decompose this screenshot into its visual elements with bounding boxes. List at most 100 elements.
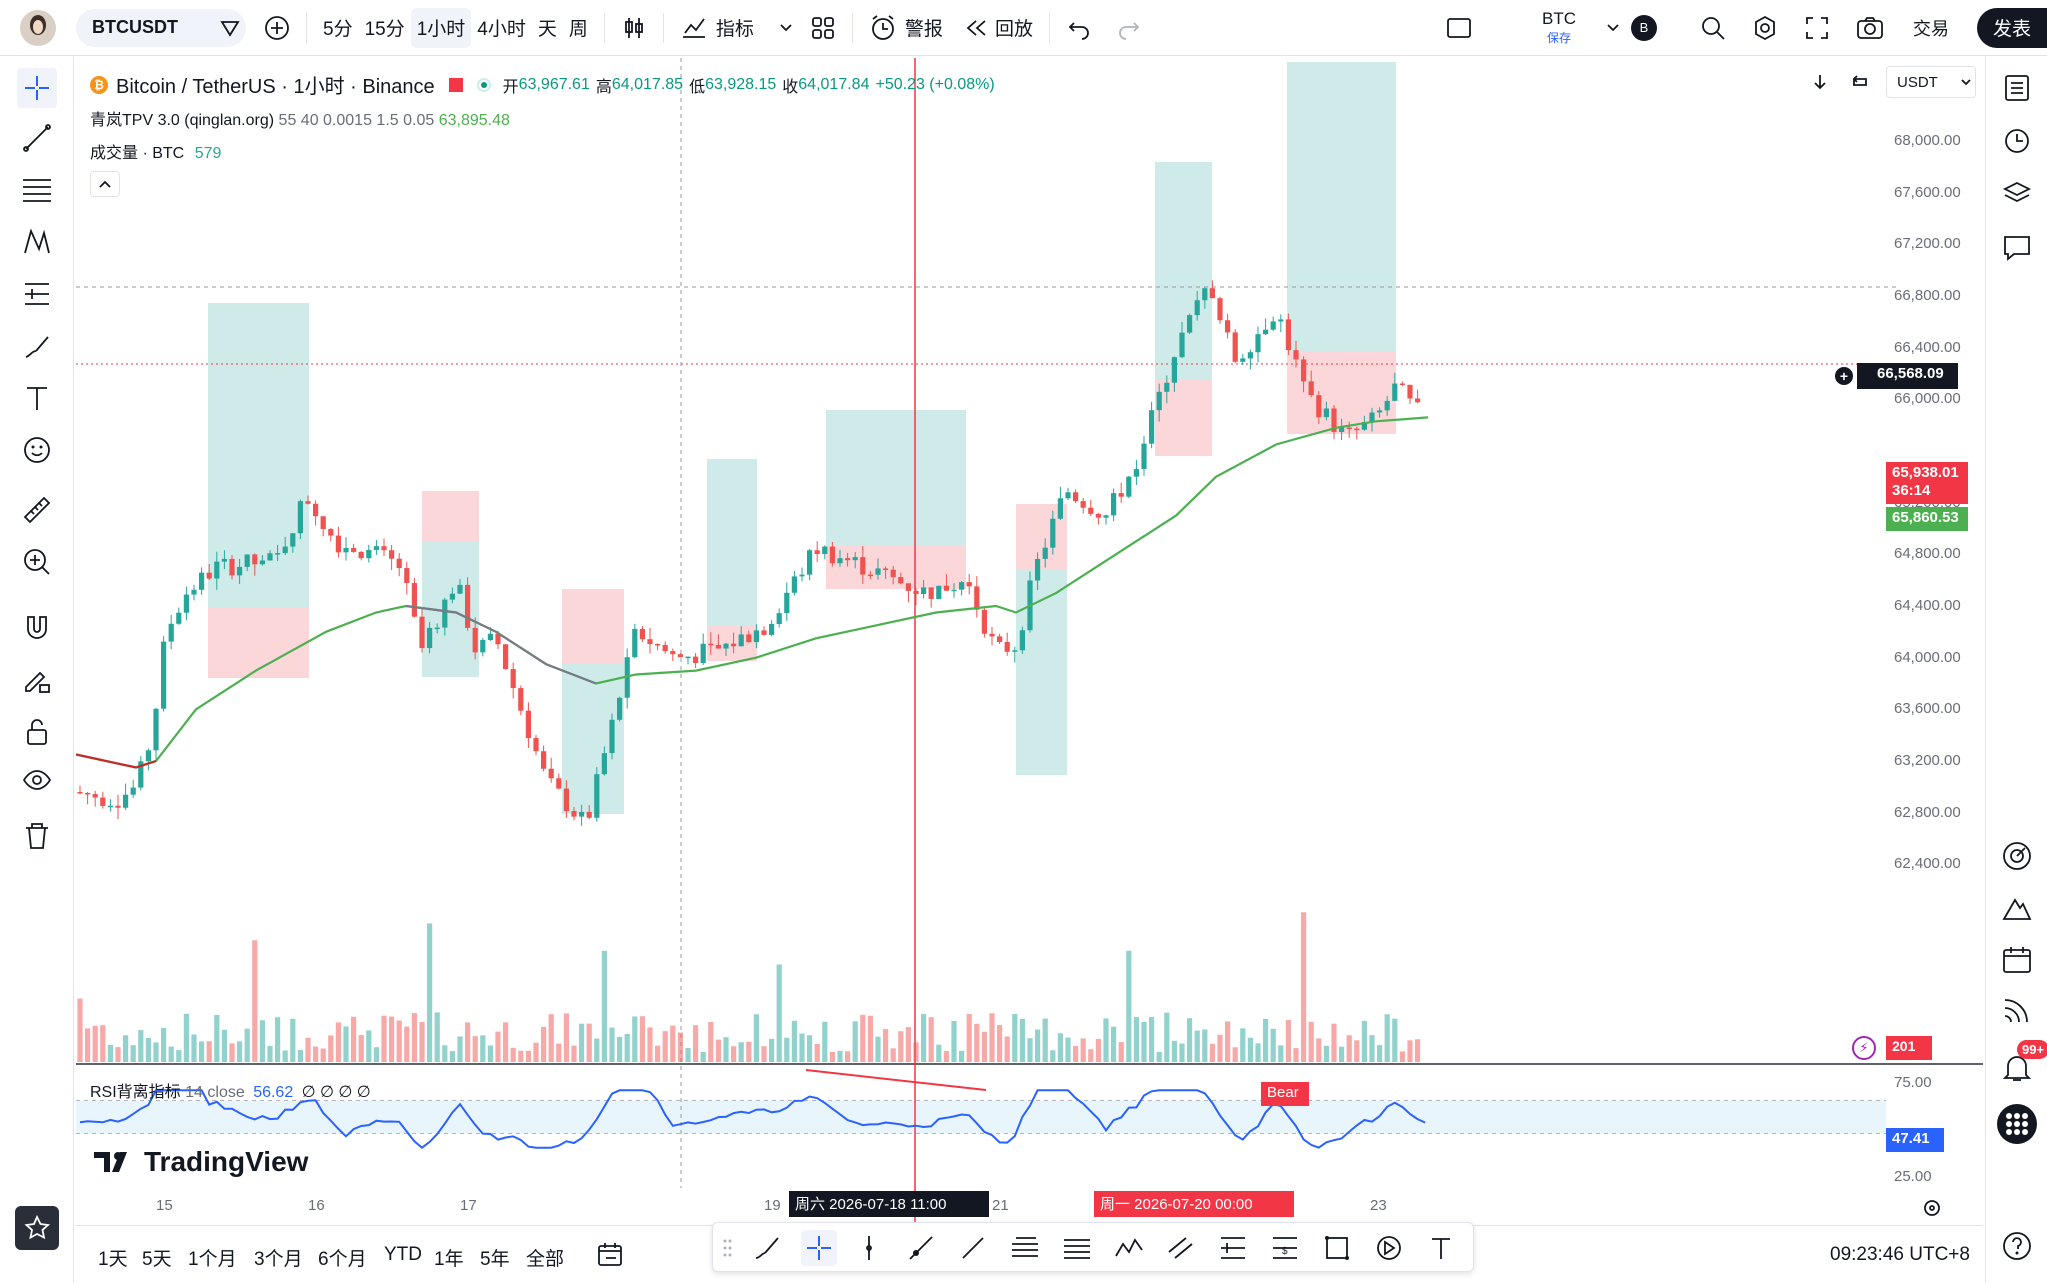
indicators-button[interactable]: 指标 <box>674 8 800 48</box>
db-channel-tool[interactable] <box>1007 1230 1043 1266</box>
pattern-tool[interactable] <box>17 222 57 262</box>
clock-time[interactable]: 09:23:46 UTC+8 <box>1830 1244 1970 1265</box>
volume-bar <box>1027 1038 1033 1062</box>
db-brush-tool[interactable] <box>749 1230 785 1266</box>
symbol-search[interactable]: BTCUSDT <box>76 8 246 47</box>
alerts-panel-button[interactable] <box>1997 120 2037 160</box>
fullscreen-button[interactable] <box>1797 8 1837 48</box>
quick-search-button[interactable] <box>1693 8 1733 48</box>
watchlist-button[interactable] <box>1997 68 2037 108</box>
range-5d[interactable]: 5天 <box>142 1249 172 1270</box>
layouts-button[interactable] <box>804 8 842 48</box>
range-5y[interactable]: 5年 <box>480 1249 510 1270</box>
snapshot-button[interactable] <box>1849 8 1891 48</box>
interval-1h[interactable]: 1小时 <box>410 7 472 48</box>
settings-button[interactable] <box>1745 8 1785 48</box>
magnet-tool[interactable] <box>17 608 57 648</box>
replay-button[interactable]: 回放 <box>957 8 1039 48</box>
currency-selector[interactable]: BTC 保存 <box>1519 9 1599 46</box>
screener-button[interactable] <box>1997 836 2037 876</box>
fib-tool[interactable] <box>17 170 57 210</box>
account-badge[interactable]: B <box>1631 14 1657 41</box>
db-arrow-tool[interactable] <box>1371 1230 1407 1266</box>
price-tick-label: 63,600.00 <box>1894 700 1961 718</box>
alert-button[interactable]: 警报 <box>863 8 949 48</box>
chart-canvas[interactable] <box>76 58 1983 1224</box>
interval-15m[interactable]: 15分 <box>364 19 405 40</box>
collapse-legend-button[interactable] <box>90 171 120 197</box>
db-text-tool[interactable] <box>1423 1230 1459 1266</box>
currency-dropdown[interactable] <box>1599 8 1627 48</box>
range-1y[interactable]: 1年 <box>434 1249 464 1270</box>
redo-button[interactable] <box>1110 8 1148 48</box>
db-cross-tool[interactable] <box>801 1230 837 1266</box>
chat-button[interactable] <box>1997 228 2037 268</box>
flag-icon[interactable] <box>448 77 463 92</box>
chart-type-button[interactable] <box>615 8 653 48</box>
lock-drawings-tool[interactable] <box>17 712 57 752</box>
watchlist-star-button[interactable] <box>15 1206 59 1250</box>
hide-drawings-tool[interactable] <box>17 760 57 800</box>
notifications-button[interactable]: 99+ <box>1997 1040 2047 1088</box>
brush-tool[interactable] <box>17 326 57 366</box>
volume-bar <box>1065 1037 1071 1062</box>
text-tool[interactable] <box>17 378 57 418</box>
db-trend-line-tool[interactable] <box>955 1230 991 1266</box>
interval-5m[interactable]: 5分 <box>323 19 353 40</box>
divider <box>662 12 664 43</box>
candle-body <box>905 583 911 591</box>
range-ytd[interactable]: YTD <box>384 1244 422 1265</box>
range-1m[interactable]: 1个月 <box>188 1249 237 1270</box>
plus-icon[interactable]: + <box>1835 367 1853 385</box>
db-price-range-tool[interactable]: $ <box>1267 1230 1303 1266</box>
price-currency-selector[interactable]: USDT <box>1886 66 1976 98</box>
db-long-position-tool[interactable] <box>1215 1230 1251 1266</box>
reset-chart-button[interactable] <box>1846 68 1874 96</box>
apps-button[interactable] <box>1997 1104 2037 1144</box>
drag-handle[interactable] <box>717 1230 737 1266</box>
time-axis-settings[interactable] <box>1922 1198 1942 1218</box>
trend-line-tool[interactable] <box>17 118 57 158</box>
calendar-button[interactable] <box>1997 940 2037 980</box>
db-wave-tool[interactable] <box>1111 1230 1147 1266</box>
channel-icon <box>1012 1237 1038 1257</box>
news-stream-button[interactable] <box>1997 990 2037 1030</box>
range-1d[interactable]: 1天 <box>98 1249 128 1270</box>
candle-body <box>1057 498 1063 519</box>
scroll-down-button[interactable] <box>1806 68 1834 96</box>
add-symbol-button[interactable] <box>258 8 296 48</box>
chart-area[interactable]: ₿ Bitcoin / TetherUS · 1小时 · Binance 开 63… <box>76 58 1983 1224</box>
range-6m[interactable]: 6个月 <box>318 1249 367 1270</box>
prediction-tool[interactable] <box>17 274 57 314</box>
stay-drawing-tool[interactable] <box>17 660 57 700</box>
emoji-tool[interactable] <box>17 430 57 470</box>
crosshair-tool[interactable] <box>17 68 57 108</box>
fullscreen-layout-button[interactable] <box>1439 8 1479 48</box>
go-to-date-button[interactable] <box>596 1240 624 1274</box>
publish-button[interactable]: 发表 <box>1977 7 2047 48</box>
db-fib-tool[interactable] <box>1059 1230 1095 1266</box>
help-button[interactable] <box>1997 1226 2037 1266</box>
ideas-button[interactable] <box>1997 888 2037 928</box>
avatar-icon <box>20 9 56 46</box>
ruler-tool[interactable] <box>17 490 57 530</box>
time-tick-label: 15 <box>156 1197 173 1214</box>
db-rectangle-tool[interactable] <box>1319 1230 1355 1266</box>
zoom-tool[interactable] <box>17 542 57 582</box>
db-ray-tool[interactable] <box>903 1230 939 1266</box>
remove-drawings-tool[interactable] <box>17 816 57 856</box>
lightning-icon[interactable]: ⚡ <box>1852 1036 1876 1060</box>
interval-1w[interactable]: 周 <box>568 19 588 40</box>
interval-1d[interactable]: 天 <box>537 19 557 40</box>
user-avatar[interactable] <box>12 8 62 48</box>
db-parallel-tool[interactable] <box>1163 1230 1199 1266</box>
trade-button[interactable]: 交易 <box>1913 18 1949 39</box>
candle-body <box>495 633 501 645</box>
range-3m[interactable]: 3个月 <box>254 1249 303 1270</box>
interval-4h[interactable]: 4小时 <box>477 19 526 40</box>
db-vertical-line-tool[interactable] <box>851 1230 887 1266</box>
range-all[interactable]: 全部 <box>526 1249 565 1270</box>
volume-bar <box>677 1032 683 1062</box>
undo-button[interactable] <box>1060 8 1098 48</box>
object-tree-button[interactable] <box>1997 174 2037 214</box>
